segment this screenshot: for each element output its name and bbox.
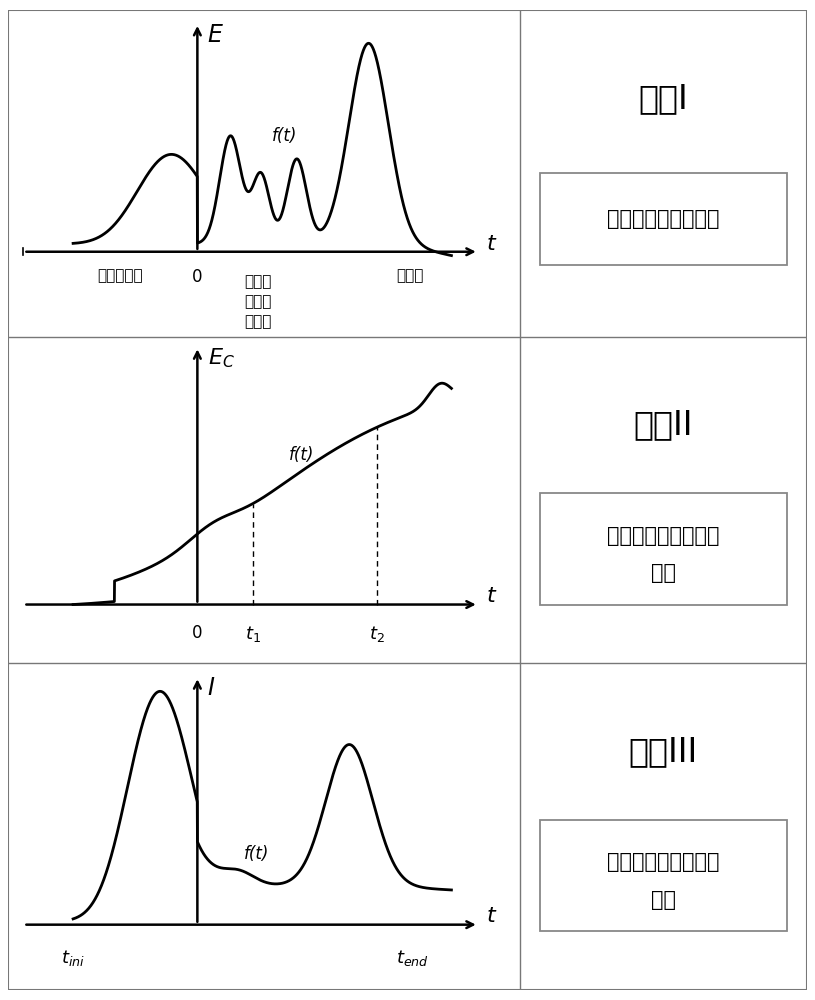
Text: f(t): f(t) (244, 845, 270, 863)
Bar (540, 820, 786, 931)
Text: 曲线II: 曲线II (633, 408, 693, 441)
Text: 曲线III: 曲线III (628, 735, 698, 768)
Text: f(t): f(t) (289, 446, 314, 464)
Text: 曲线: 曲线 (650, 563, 676, 583)
Text: 全寿命周期能耗曲线: 全寿命周期能耗曲线 (607, 209, 720, 229)
Text: $t_1$: $t_1$ (244, 624, 261, 644)
Text: 曲线I: 曲线I (638, 82, 688, 115)
Text: $t_{end}$: $t_{end}$ (396, 948, 430, 968)
Text: 全寿命周期能耗累积: 全寿命周期能耗累积 (607, 526, 720, 546)
Bar (540, 173, 786, 265)
Text: 全寿命周期能耗强度: 全寿命周期能耗强度 (607, 852, 720, 872)
Text: t: t (487, 906, 495, 926)
Text: 0: 0 (192, 268, 203, 286)
Text: $E_C$: $E_C$ (208, 346, 235, 370)
Text: 曲线: 曲线 (650, 890, 676, 910)
Text: t: t (487, 586, 495, 606)
Text: 报废期: 报废期 (396, 268, 424, 283)
Text: t: t (487, 234, 495, 254)
Text: 0: 0 (192, 624, 203, 642)
Text: 运行期
维护期
故障期: 运行期 维护期 故障期 (244, 275, 272, 329)
Bar (540, 493, 786, 605)
Text: E: E (208, 23, 222, 47)
Text: 建设投资期: 建设投资期 (97, 268, 143, 283)
Text: I: I (208, 676, 214, 700)
Text: $t_{ini}$: $t_{ini}$ (61, 948, 85, 968)
Text: $t_2$: $t_2$ (369, 624, 385, 644)
Text: f(t): f(t) (272, 127, 297, 145)
